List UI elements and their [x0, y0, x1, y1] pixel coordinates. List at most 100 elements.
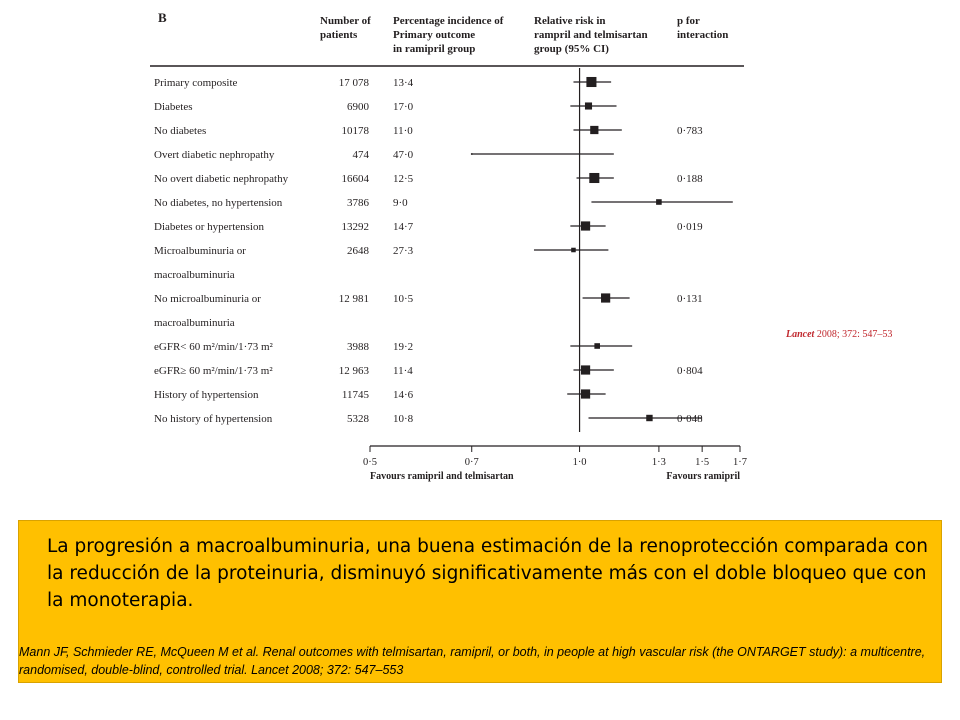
incidence-value: 27·3 [393, 245, 414, 257]
forest-row: Overt diabetic nephropathy 474 47·0 [154, 149, 614, 161]
patients-count: 3786 [347, 197, 370, 209]
column-header-p: p for interaction [677, 15, 728, 41]
point-estimate [589, 172, 600, 184]
header-p-line-1: p for [677, 15, 700, 27]
patients-count: 5328 [347, 413, 370, 425]
point-estimate [586, 76, 597, 88]
point-estimate [584, 102, 593, 110]
row-label: Diabetes or hypertension [154, 221, 264, 233]
header-risk-line-1: Relative risk in [534, 15, 606, 27]
row-label: No microalbuminuria or [154, 293, 261, 305]
x-tick-label: 1·0 [573, 457, 587, 468]
forest-row: Diabetes 6900 17·0 [154, 101, 617, 113]
header-patients-line-2: patients [320, 29, 358, 41]
header-incidence-line-2: Primary outcome [393, 29, 475, 41]
row-label: macroalbuminuria [154, 317, 235, 329]
incidence-value: 9·0 [393, 197, 408, 209]
header-risk-line-2: rampril and telmisartan [534, 29, 648, 41]
patients-count: 10178 [342, 125, 370, 137]
forest-row: Diabetes or hypertension 13292 14·7 0·019 [154, 221, 703, 233]
incidence-value: 47·0 [393, 149, 414, 161]
row-label: No overt diabetic nephropathy [154, 173, 289, 185]
forest-row: No diabetes 10178 11·0 0·783 [154, 125, 703, 137]
row-label: No history of hypertension [154, 413, 273, 425]
column-header-risk: Relative risk in rampril and telmisartan… [534, 15, 648, 55]
point-estimate [580, 389, 591, 399]
point-estimate [590, 125, 599, 135]
citation-rest: 2008; 372: 547–53 [814, 329, 892, 340]
incidence-value: 10·8 [393, 413, 414, 425]
incidence-value: 14·6 [393, 389, 414, 401]
header-p-line-2: interaction [677, 29, 728, 41]
patients-count: 13292 [342, 221, 370, 233]
incidence-value: 10·5 [393, 293, 414, 305]
patients-count: 474 [353, 149, 370, 161]
lancet-citation: Lancet 2008; 372: 547–53 [785, 329, 892, 340]
point-estimate [580, 221, 591, 231]
forest-row: Microalbuminuria or macroalbuminuria 2648 2… [154, 245, 609, 281]
p-value: 0·804 [677, 365, 703, 377]
header-incidence-line-3: in ramipril group [393, 43, 475, 55]
citation-journal: Lancet [785, 329, 816, 340]
incidence-value: 11·0 [393, 125, 413, 137]
header-risk-line-3: group (95% CI) [534, 43, 609, 55]
p-value: 0·783 [677, 125, 703, 137]
row-label: History of hypertension [154, 389, 259, 401]
forest-row: No history of hypertension 5328 10·8 0·048 [154, 413, 703, 425]
patients-count: 2648 [347, 245, 370, 257]
header-incidence-line-1: Percentage incidence of [393, 15, 504, 27]
forest-plot: B Number of patients Percentage incidenc… [150, 10, 892, 482]
forest-row: Primary composite 17 078 13·4 [154, 76, 612, 89]
forest-row: No microalbuminuria or macroalbuminuria 12… [154, 293, 703, 329]
forest-row: eGFR≥ 60 m²/min/1·73 m² 12 963 11·4 0·804 [154, 365, 703, 377]
x-tick-label: 1·3 [652, 457, 666, 468]
patients-count: 6900 [347, 101, 370, 113]
favours-right-label: Favours ramipril [666, 471, 740, 482]
incidence-value: 17·0 [393, 101, 414, 113]
row-label: Microalbuminuria or [154, 245, 246, 257]
incidence-value: 19·2 [393, 341, 413, 353]
patients-count: 17 078 [339, 77, 370, 89]
forest-rows: Primary composite 17 078 13·4 Diabetes 6900 1… [154, 68, 733, 432]
incidence-value: 12·5 [393, 173, 414, 185]
p-value: 0·188 [677, 173, 703, 185]
row-label: macroalbuminuria [154, 269, 235, 281]
favours-left-label: Favours ramipril and telmisartan [370, 471, 514, 482]
p-value: 0·019 [677, 221, 703, 233]
column-header-patients: Number of patients [320, 15, 371, 41]
patients-count: 12 981 [339, 293, 369, 305]
panel-letter: B [158, 10, 167, 25]
summary-text: La progresión a macroalbuminuria, una bu… [47, 536, 928, 611]
patients-count: 11745 [342, 389, 370, 401]
row-label: No diabetes [154, 125, 206, 137]
point-estimate [580, 365, 591, 375]
x-tick-label: 1·5 [695, 457, 709, 468]
summary-box: La progresión a macroalbuminuria, una bu… [18, 520, 942, 683]
incidence-value: 14·7 [393, 221, 414, 233]
point-estimate [656, 199, 662, 205]
patients-count: 3988 [347, 341, 370, 353]
x-tick-label: 0·7 [465, 457, 479, 468]
header-patients-line-1: Number of [320, 15, 371, 27]
point-estimate [470, 153, 473, 155]
row-label: eGFR≥ 60 m²/min/1·73 m² [154, 365, 273, 377]
forest-row: No diabetes, no hypertension 3786 9·0 [154, 197, 733, 209]
forest-row: History of hypertension 11745 14·6 [154, 389, 606, 401]
point-estimate [601, 293, 611, 303]
point-estimate [594, 343, 600, 349]
column-header-incidence: Percentage incidence of Primary outcome … [393, 15, 504, 55]
forest-row: No overt diabetic nephropathy 16604 12·5 0·… [154, 172, 703, 185]
p-value: 0·048 [677, 413, 703, 425]
row-label: eGFR< 60 m²/min/1·73 m² [154, 341, 274, 353]
incidence-value: 13·4 [393, 77, 414, 89]
reference-text: Mann JF, Schmieder RE, McQueen M et al. … [19, 645, 926, 677]
patients-count: 16604 [342, 173, 370, 185]
row-label: No diabetes, no hypertension [154, 197, 283, 209]
patients-count: 12 963 [339, 365, 370, 377]
x-axis: 0·5 0·7 1·0 1·3 1·5 1·7 Favours ramipril and t… [363, 445, 747, 482]
incidence-value: 11·4 [393, 365, 413, 377]
point-estimate [646, 414, 653, 422]
point-estimate [571, 247, 576, 253]
row-label: Primary composite [154, 77, 238, 89]
forest-row: eGFR< 60 m²/min/1·73 m² 3988 19·2 [154, 341, 633, 353]
